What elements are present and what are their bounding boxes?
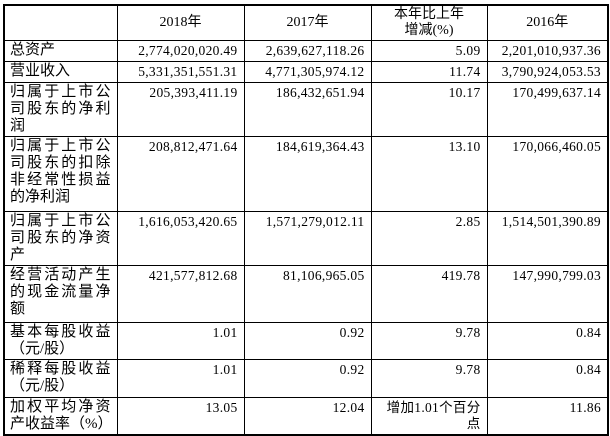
row-operating-cash-flow: 经营活动产生的现金流量净额 421,577,812.68 81,106,965.… — [3, 265, 609, 323]
row-weighted-avg-roe: 加权平均净资产收益率（%） 13.05 12.04 增加1.01个百分点 11.… — [3, 397, 609, 436]
value-2016: 0.84 — [486, 322, 609, 360]
value-2016: 0.84 — [486, 359, 609, 398]
value-2018: 2,774,020,020.49 — [116, 40, 245, 62]
row-net-profit-excl-nonrecurring: 归属于上市公司股东的扣除非经常性损益的净利润 208,812,471.64 18… — [3, 136, 609, 212]
value-2017: 4,771,305,974.12 — [243, 61, 372, 83]
value-2018: 5,331,351,551.31 — [116, 61, 245, 83]
value-2018: 1,616,053,420.65 — [116, 211, 245, 266]
value-2017: 1,571,279,012.11 — [243, 211, 372, 266]
row-label: 归属于上市公司股东的净资产 — [3, 211, 118, 266]
value-2016: 1,514,501,390.89 — [486, 211, 609, 266]
value-2016: 170,499,637.14 — [486, 82, 609, 137]
row-label: 加权平均净资产收益率（%） — [3, 397, 118, 436]
value-2018: 1.01 — [116, 359, 245, 398]
col-header-2016: 2016年 — [486, 4, 609, 41]
value-2017: 2,639,627,118.26 — [243, 40, 372, 62]
value-2017: 0.92 — [243, 322, 372, 360]
value-change: 2.85 — [370, 211, 488, 266]
value-change: 10.17 — [370, 82, 488, 137]
value-change: 5.09 — [370, 40, 488, 62]
value-2018: 13.05 — [116, 397, 245, 436]
value-change: 419.78 — [370, 265, 488, 323]
row-label: 稀释每股收益（元/股） — [3, 359, 118, 398]
value-2016: 3,790,924,053.53 — [486, 61, 609, 83]
value-2017: 186,432,651.94 — [243, 82, 372, 137]
col-header-yoy-change: 本年比上年 增减(%) — [370, 4, 488, 41]
value-change: 9.78 — [370, 359, 488, 398]
col-header-2017: 2017年 — [243, 4, 372, 41]
row-label: 经营活动产生的现金流量净额 — [3, 265, 118, 323]
value-2017: 184,619,364.43 — [243, 136, 372, 212]
header-row: 2018年 2017年 本年比上年 增减(%) 2016年 — [3, 4, 609, 41]
row-label: 总资产 — [3, 40, 118, 62]
row-net-profit-attributable: 归属于上市公司股东的净利润 205,393,411.19 186,432,651… — [3, 82, 609, 137]
value-2017: 12.04 — [243, 397, 372, 436]
value-2017: 0.92 — [243, 359, 372, 398]
value-2018: 205,393,411.19 — [116, 82, 245, 137]
key-financials-table: 2018年 2017年 本年比上年 增减(%) 2016年 总资产 2,774,… — [3, 4, 609, 436]
row-basic-eps: 基本每股收益（元/股） 1.01 0.92 9.78 0.84 — [3, 322, 609, 360]
value-2017: 81,106,965.05 — [243, 265, 372, 323]
value-2018: 421,577,812.68 — [116, 265, 245, 323]
row-label: 基本每股收益（元/股） — [3, 322, 118, 360]
row-label: 营业收入 — [3, 61, 118, 83]
value-2016: 2,201,010,937.36 — [486, 40, 609, 62]
row-label: 归属于上市公司股东的净利润 — [3, 82, 118, 137]
col-header-2018: 2018年 — [116, 4, 245, 41]
value-2016: 170,066,460.05 — [486, 136, 609, 212]
value-2016: 11.86 — [486, 397, 609, 436]
row-diluted-eps: 稀释每股收益（元/股） 1.01 0.92 9.78 0.84 — [3, 359, 609, 398]
value-change: 13.10 — [370, 136, 488, 212]
row-operating-revenue: 营业收入 5,331,351,551.31 4,771,305,974.12 1… — [3, 61, 609, 83]
value-change: 11.74 — [370, 61, 488, 83]
value-2018: 1.01 — [116, 322, 245, 360]
value-2018: 208,812,471.64 — [116, 136, 245, 212]
row-total-assets: 总资产 2,774,020,020.49 2,639,627,118.26 5.… — [3, 40, 609, 62]
value-change: 9.78 — [370, 322, 488, 360]
value-2016: 147,990,799.03 — [486, 265, 609, 323]
row-label: 归属于上市公司股东的扣除非经常性损益的净利润 — [3, 136, 118, 212]
col-header-blank — [3, 4, 118, 41]
row-net-assets-attributable: 归属于上市公司股东的净资产 1,616,053,420.65 1,571,279… — [3, 211, 609, 266]
value-change: 增加1.01个百分点 — [370, 397, 488, 436]
